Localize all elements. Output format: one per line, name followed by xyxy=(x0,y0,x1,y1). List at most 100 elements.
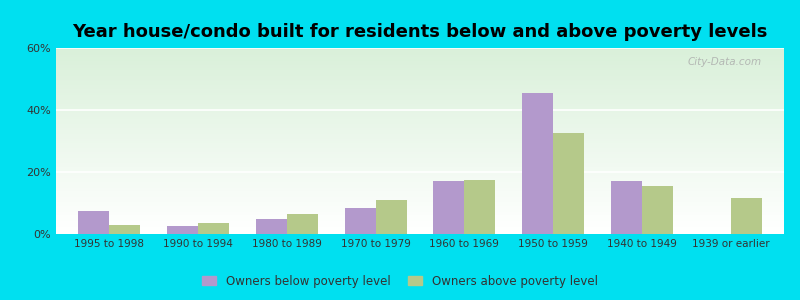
Bar xyxy=(56,104,784,106)
Title: Year house/condo built for residents below and above poverty levels: Year house/condo built for residents bel… xyxy=(72,23,768,41)
Bar xyxy=(553,133,584,234)
Bar xyxy=(56,63,784,65)
Bar xyxy=(56,165,784,167)
Bar xyxy=(56,219,784,221)
Bar xyxy=(56,85,784,87)
Bar xyxy=(56,208,784,210)
Bar xyxy=(56,82,784,83)
Bar xyxy=(78,211,110,234)
Bar xyxy=(56,214,784,215)
Text: City-Data.com: City-Data.com xyxy=(688,57,762,67)
Bar xyxy=(56,225,784,226)
Bar xyxy=(56,89,784,91)
Bar xyxy=(56,50,784,52)
Bar xyxy=(56,139,784,141)
Bar xyxy=(56,87,784,89)
Bar xyxy=(56,61,784,63)
Bar xyxy=(56,111,784,113)
Bar xyxy=(56,150,784,152)
Bar xyxy=(56,134,784,135)
Bar xyxy=(110,225,140,234)
Bar xyxy=(256,218,287,234)
Bar xyxy=(376,200,406,234)
Bar xyxy=(56,188,784,189)
Bar xyxy=(56,180,784,182)
Bar xyxy=(56,232,784,234)
Bar xyxy=(56,186,784,188)
Bar xyxy=(56,223,784,225)
Bar xyxy=(56,175,784,176)
Bar xyxy=(56,206,784,208)
Bar xyxy=(56,102,784,104)
Bar xyxy=(56,152,784,154)
Bar xyxy=(56,94,784,96)
Bar xyxy=(56,107,784,110)
Bar xyxy=(56,67,784,68)
Bar xyxy=(56,163,784,165)
Bar xyxy=(56,171,784,172)
Bar xyxy=(56,54,784,56)
Bar xyxy=(611,181,642,234)
Bar xyxy=(56,135,784,137)
Bar xyxy=(56,199,784,200)
Bar xyxy=(56,167,784,169)
Bar xyxy=(56,226,784,228)
Bar xyxy=(56,48,784,50)
Bar xyxy=(56,57,784,59)
Bar xyxy=(56,193,784,195)
Bar xyxy=(56,115,784,117)
Bar xyxy=(56,158,784,160)
Bar xyxy=(56,182,784,184)
Bar xyxy=(56,56,784,57)
Bar xyxy=(56,137,784,139)
Bar xyxy=(56,100,784,102)
Legend: Owners below poverty level, Owners above poverty level: Owners below poverty level, Owners above… xyxy=(198,271,602,291)
Bar xyxy=(56,200,784,202)
Bar xyxy=(56,228,784,230)
Bar xyxy=(56,148,784,150)
Bar xyxy=(56,156,784,158)
Bar xyxy=(56,176,784,178)
Bar xyxy=(56,169,784,171)
Bar xyxy=(56,132,784,134)
Bar xyxy=(56,197,784,199)
Bar xyxy=(56,80,784,82)
Bar xyxy=(56,161,784,163)
Bar xyxy=(56,126,784,128)
Bar xyxy=(287,214,318,234)
Bar xyxy=(56,76,784,78)
Bar xyxy=(56,212,784,214)
Bar xyxy=(56,147,784,148)
Bar xyxy=(56,189,784,191)
Bar xyxy=(56,128,784,130)
Bar xyxy=(56,98,784,100)
Bar xyxy=(56,215,784,217)
Bar xyxy=(464,180,495,234)
Bar xyxy=(56,191,784,193)
Bar xyxy=(345,208,376,234)
Bar xyxy=(56,230,784,232)
Bar xyxy=(56,172,784,175)
Bar xyxy=(56,117,784,119)
Bar xyxy=(56,184,784,186)
Bar xyxy=(434,181,464,234)
Bar xyxy=(642,186,673,234)
Bar xyxy=(56,70,784,72)
Bar xyxy=(56,130,784,132)
Bar xyxy=(56,119,784,121)
Bar xyxy=(56,68,784,70)
Bar xyxy=(56,65,784,67)
Bar xyxy=(56,145,784,147)
Bar xyxy=(56,217,784,219)
Bar xyxy=(522,93,553,234)
Bar xyxy=(56,74,784,76)
Bar xyxy=(56,154,784,156)
Bar xyxy=(56,178,784,180)
Bar xyxy=(56,110,784,111)
Bar xyxy=(56,72,784,74)
Bar xyxy=(730,198,762,234)
Bar xyxy=(56,202,784,204)
Bar xyxy=(56,141,784,143)
Bar xyxy=(56,59,784,61)
Bar xyxy=(56,204,784,206)
